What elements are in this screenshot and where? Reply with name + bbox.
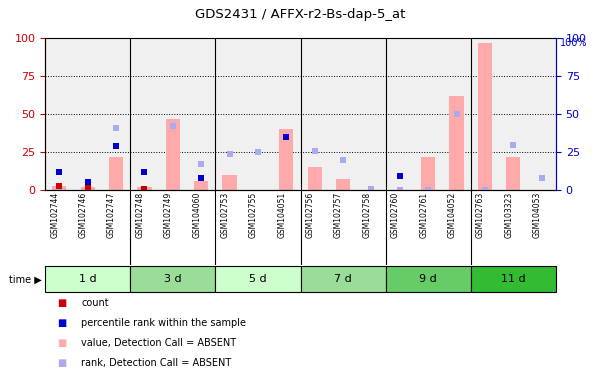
Text: GSM102748: GSM102748 xyxy=(135,192,144,238)
Text: 7 d: 7 d xyxy=(334,274,352,285)
Text: ■: ■ xyxy=(57,298,66,308)
Text: GSM104052: GSM104052 xyxy=(448,192,457,238)
Text: GSM102755: GSM102755 xyxy=(249,192,258,238)
Text: GSM102757: GSM102757 xyxy=(334,192,343,238)
Text: GSM102746: GSM102746 xyxy=(79,192,88,238)
Text: 11 d: 11 d xyxy=(501,274,526,285)
Text: count: count xyxy=(81,298,109,308)
Bar xyxy=(81,187,95,190)
Text: ■: ■ xyxy=(57,338,66,348)
FancyBboxPatch shape xyxy=(45,266,130,292)
FancyBboxPatch shape xyxy=(471,266,556,292)
Text: GSM104060: GSM104060 xyxy=(192,192,201,238)
Bar xyxy=(336,179,350,190)
FancyBboxPatch shape xyxy=(215,266,300,292)
Text: ■: ■ xyxy=(57,358,66,368)
Text: 1 d: 1 d xyxy=(79,274,96,285)
Bar xyxy=(478,43,492,190)
Text: GSM102749: GSM102749 xyxy=(164,192,173,238)
Text: GSM102747: GSM102747 xyxy=(107,192,116,238)
Text: GSM103323: GSM103323 xyxy=(504,192,513,238)
Text: time ▶: time ▶ xyxy=(10,274,42,285)
Bar xyxy=(308,167,322,190)
Bar xyxy=(109,157,123,190)
Bar xyxy=(421,157,435,190)
Text: value, Detection Call = ABSENT: value, Detection Call = ABSENT xyxy=(81,338,236,348)
Text: 5 d: 5 d xyxy=(249,274,267,285)
Text: GSM104053: GSM104053 xyxy=(532,192,542,238)
Text: percentile rank within the sample: percentile rank within the sample xyxy=(81,318,246,328)
Bar xyxy=(450,96,464,190)
Bar xyxy=(52,185,66,190)
Bar xyxy=(222,175,237,190)
Bar xyxy=(137,187,151,190)
Text: GSM102761: GSM102761 xyxy=(419,192,429,238)
Text: GSM102760: GSM102760 xyxy=(391,192,400,238)
Text: GSM102758: GSM102758 xyxy=(362,192,371,238)
Text: GSM102753: GSM102753 xyxy=(221,192,230,238)
Text: ■: ■ xyxy=(57,318,66,328)
FancyBboxPatch shape xyxy=(300,266,386,292)
Text: GSM104051: GSM104051 xyxy=(277,192,286,238)
Text: GSM102744: GSM102744 xyxy=(50,192,59,238)
Text: GSM102756: GSM102756 xyxy=(306,192,315,238)
Text: rank, Detection Call = ABSENT: rank, Detection Call = ABSENT xyxy=(81,358,231,368)
Text: GDS2431 / AFFX-r2-Bs-dap-5_at: GDS2431 / AFFX-r2-Bs-dap-5_at xyxy=(195,8,406,21)
Text: 100%: 100% xyxy=(560,38,588,48)
Bar xyxy=(279,129,293,190)
FancyBboxPatch shape xyxy=(386,266,471,292)
Text: 3 d: 3 d xyxy=(164,274,182,285)
Text: 9 d: 9 d xyxy=(419,274,437,285)
Text: GSM102763: GSM102763 xyxy=(476,192,485,238)
FancyBboxPatch shape xyxy=(130,266,215,292)
Bar xyxy=(506,157,520,190)
Bar xyxy=(194,181,209,190)
Bar xyxy=(166,119,180,190)
